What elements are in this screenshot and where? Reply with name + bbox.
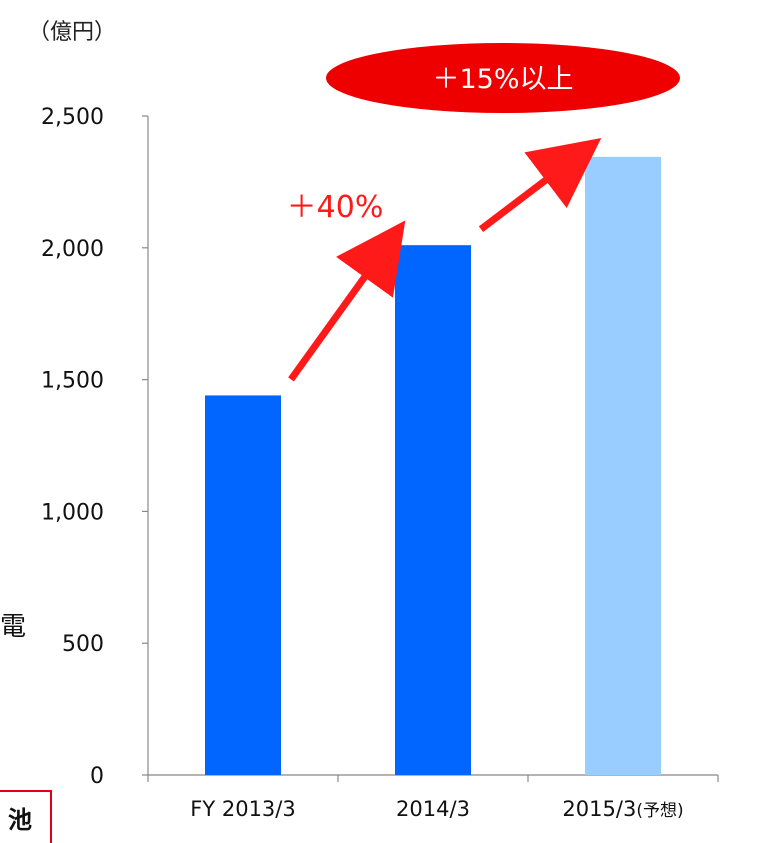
x-tick-label: FY 2013/3	[190, 797, 295, 821]
x-tick-label-main: 2014/3	[396, 797, 470, 821]
growth-label-40: ＋40%	[287, 190, 384, 225]
growth-arrows	[288, 137, 602, 382]
x-tick-label: 2014/3	[396, 797, 470, 821]
y-axis-unit-label: （億円）	[28, 20, 117, 45]
bar-2014-3	[395, 245, 471, 775]
growth-label-15: ＋15%以上	[432, 64, 573, 95]
growth-badge	[326, 43, 680, 113]
cropped-edge-box-text: 池	[8, 806, 32, 834]
growth-arrow	[288, 220, 406, 382]
x-tick-label-main: FY 2013/3	[190, 797, 295, 821]
y-tick-label: 1,000	[41, 500, 104, 525]
bar-fy-2013-3	[205, 395, 281, 775]
y-tick-label: 2,000	[41, 237, 104, 262]
bars	[205, 156, 661, 775]
y-tick-label: 2,500	[41, 105, 104, 130]
y-tick-label: 500	[62, 632, 104, 657]
annotations: ＋40% ＋15%以上	[287, 43, 680, 225]
x-tick-label: 2015/3(予想)	[562, 797, 683, 821]
x-tick-label-suffix: (予想)	[636, 801, 683, 821]
bar-2015-3	[585, 156, 661, 775]
x-tick-label-main: 2015/3	[562, 797, 636, 821]
y-tick-label: 0	[90, 764, 104, 789]
cropped-edge-box: 池	[0, 790, 52, 843]
cropped-edge-text: 電	[0, 612, 27, 642]
growth-arrow	[478, 137, 602, 232]
y-tick-label: 1,500	[41, 369, 104, 394]
axis-labels: 0 500 1,000 1,500 2,000 2,500 FY 2013/3 2014/3 2…	[41, 105, 684, 821]
